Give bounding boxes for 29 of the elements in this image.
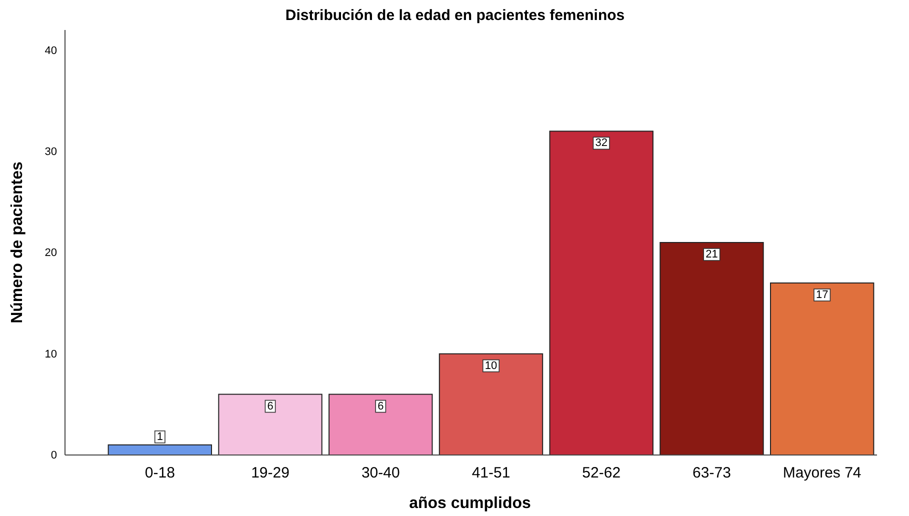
data-label: 10	[484, 360, 498, 372]
bar	[108, 444, 212, 456]
data-label: 21	[706, 248, 718, 260]
data-label: 1	[156, 430, 163, 443]
x-tick-label: 0-18	[144, 464, 175, 482]
bar	[218, 394, 322, 456]
bar	[328, 394, 433, 456]
y-tick-label: 30	[44, 146, 57, 158]
bar	[549, 130, 654, 456]
y-axis-title: Número de pacientes	[9, 161, 26, 324]
bar	[770, 282, 874, 456]
data-label: 32	[595, 137, 608, 150]
bar	[660, 242, 764, 456]
y-tick-label: 20	[44, 247, 57, 260]
data-label: 6	[267, 400, 274, 412]
y-tick-label: 40	[44, 44, 57, 57]
x-tick-label: Mayores 74	[782, 464, 862, 482]
y-tick-label: 10	[44, 348, 57, 360]
x-tick-label: 41-51	[472, 464, 510, 482]
y-tick-label: 0	[50, 450, 57, 462]
data-label: 6	[378, 400, 384, 412]
x-tick-label: 30-40	[361, 464, 400, 482]
x-axis-title: años cumplidos	[409, 495, 531, 512]
x-tick-label: 19-29	[251, 464, 290, 482]
data-label: 17	[816, 288, 828, 301]
x-tick-label: 52-62	[582, 464, 621, 482]
x-tick-label: 63-73	[692, 464, 731, 482]
chart-title: Distribución de la edad en pacientes femeninos	[285, 7, 625, 24]
bar	[438, 353, 544, 456]
